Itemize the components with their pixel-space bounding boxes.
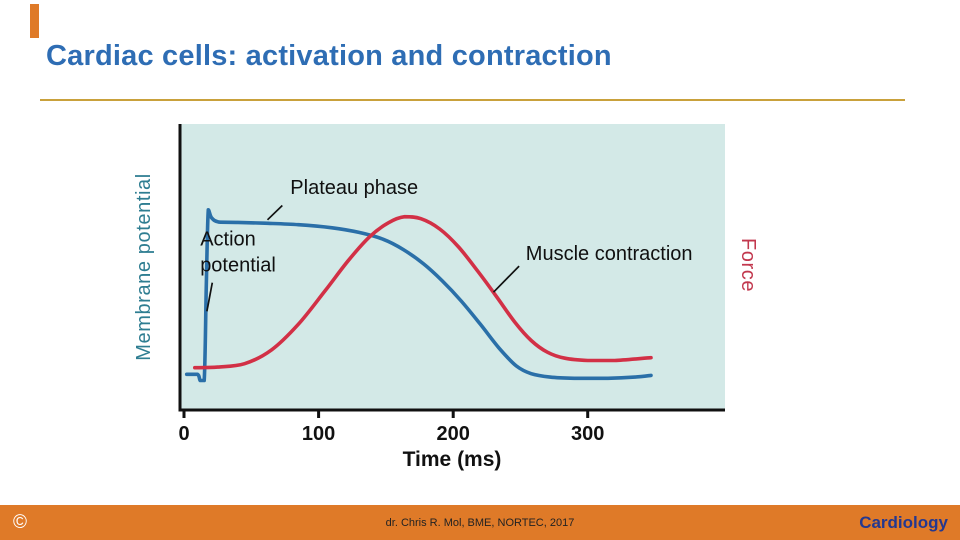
footer-brand: Cardiology (859, 512, 948, 532)
annotation-label: Muscle contraction (526, 243, 693, 265)
x-tick-label: 0 (178, 423, 189, 445)
chart-series-group: 0 100 200 300 Plateau phase Action potential Mu… (178, 177, 692, 445)
line-action-potential (184, 208, 653, 383)
x-tick-label: 200 (437, 423, 470, 445)
y-axis-right-label: Force (737, 238, 759, 292)
chart-figure: Membrane potential Force Time (ms) 0 100 2… (130, 116, 760, 481)
y-axis-left-label: Membrane potential (133, 173, 155, 361)
footer-credit: dr. Chris R. Mol, BME, NORTEC, 2017 (385, 516, 575, 529)
annotation-label: Plateau phase (290, 177, 418, 199)
copyright-symbol: © (13, 512, 27, 533)
annotation-pointer-line (492, 265, 520, 293)
slide-footer: © dr. Chris R. Mol, BME, NORTEC, 2017 Ca… (0, 505, 960, 540)
title-underline (40, 99, 905, 101)
x-axis-label: Time (ms) (403, 448, 502, 471)
slide-title: Cardiac cells: activation and contractio… (46, 40, 612, 72)
annotation-pointer-line (266, 204, 283, 221)
plot-background (180, 124, 725, 410)
x-tick-label: 300 (571, 423, 604, 445)
line-muscle-contraction (193, 214, 653, 370)
chart-canvas: Membrane potential Force Time (ms) 0 100 2… (133, 124, 759, 471)
annotation-label: Action potential (200, 229, 276, 277)
annotation-pointer-line (206, 282, 214, 312)
accent-bar (30, 4, 39, 38)
x-tick-label: 100 (302, 423, 335, 445)
